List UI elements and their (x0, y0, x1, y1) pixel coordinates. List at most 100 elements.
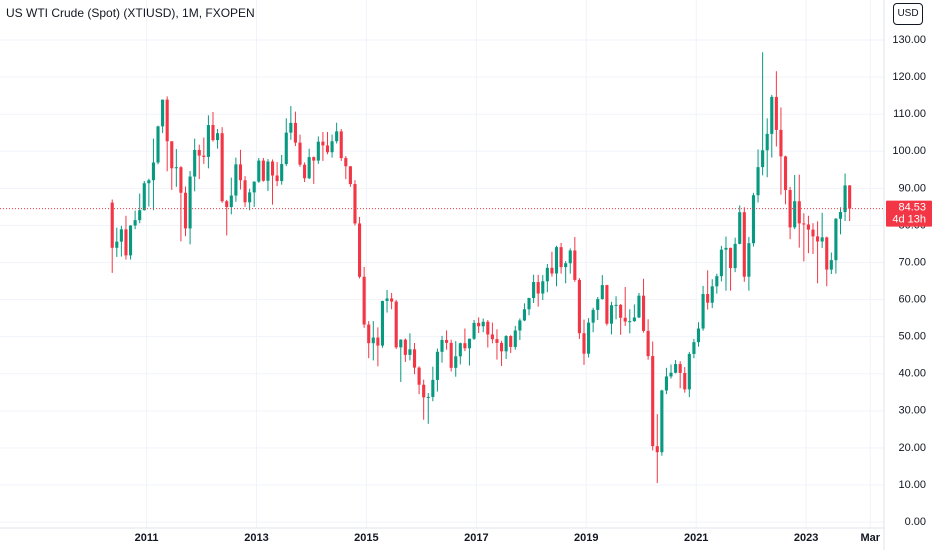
currency-button[interactable]: USD (893, 3, 923, 25)
candle-body (280, 164, 284, 182)
candle-body (188, 176, 192, 229)
candle-body (472, 322, 476, 339)
y-tick-label: 120.00 (892, 71, 926, 83)
candle-body (380, 300, 385, 346)
candle-body (738, 212, 742, 244)
candle-body (600, 285, 604, 300)
candle-body (541, 281, 545, 294)
candle-body (701, 294, 705, 329)
candle-body (431, 379, 435, 397)
candle-body (587, 322, 591, 354)
y-tick-label: 110.00 (893, 108, 926, 120)
candle-body (591, 309, 595, 323)
candle-body (371, 337, 375, 344)
candle-body (248, 192, 252, 203)
grid (0, 0, 884, 528)
chart-title: US WTI Crude (Spot) (XTIUSD), 1M, FXOPEN (6, 6, 255, 20)
candle-body (417, 367, 421, 385)
candle-body (339, 131, 343, 159)
candle-body (495, 339, 499, 343)
candle-body (742, 212, 746, 277)
candle-body (225, 201, 229, 208)
candle-body (834, 218, 838, 261)
candle-body (770, 96, 774, 134)
candle-body (637, 295, 641, 318)
candle-body (545, 267, 549, 282)
candle-body (596, 299, 600, 310)
x-tick-label: 2017 (464, 532, 488, 544)
candle-body (825, 237, 829, 270)
candle-body (536, 282, 540, 294)
candle-body (756, 167, 760, 196)
candle-body (449, 342, 453, 368)
candle-body (161, 99, 165, 127)
x-tick-label: 2019 (574, 532, 598, 544)
candle-body (440, 340, 444, 352)
candle-body (554, 247, 559, 274)
candle-body (128, 225, 133, 256)
candle-body (454, 356, 458, 368)
candle-body (357, 223, 362, 277)
candle-body (715, 276, 719, 287)
candle-body (490, 334, 494, 340)
candle-body (229, 195, 233, 208)
candle-body (243, 180, 247, 203)
candle-body (669, 372, 673, 377)
y-tick-label: 90.00 (898, 182, 926, 194)
candle-body (765, 133, 769, 151)
candle-body (270, 161, 275, 176)
candle-body (312, 157, 316, 161)
candle-body (119, 229, 123, 242)
candle-body (293, 122, 297, 143)
candle-body (477, 322, 481, 327)
candle-body (838, 211, 843, 219)
x-tick-label: 2015 (354, 532, 378, 544)
candle-body (408, 349, 412, 355)
candle-body (481, 321, 485, 327)
candle-body (660, 390, 664, 453)
candle-body (522, 309, 527, 321)
candle-body (664, 376, 668, 391)
candle-body (696, 328, 701, 343)
candle-body (486, 321, 490, 335)
candle-body (719, 249, 723, 277)
candle-body (330, 141, 334, 153)
y-tick-label: 130.00 (892, 34, 926, 46)
countdown-label: 4d 13h (892, 214, 926, 226)
candle-body (623, 317, 627, 322)
candle-body (412, 349, 417, 368)
candle-body (170, 141, 174, 169)
candle-body (513, 330, 517, 347)
candle-body (532, 282, 536, 299)
candle-body (655, 446, 659, 453)
candle-body (385, 298, 389, 301)
y-tick-label: 70.00 (898, 256, 926, 268)
candle-body (729, 247, 733, 269)
candle-body (335, 131, 339, 142)
candle-body (321, 141, 325, 146)
candle-body (257, 160, 261, 182)
candle-body (843, 185, 847, 212)
candle-body (614, 304, 618, 306)
x-tick-label: 2011 (135, 532, 159, 544)
candle-body (793, 201, 797, 228)
last-price-box (886, 200, 932, 227)
candle-body (284, 132, 288, 165)
candle-body (646, 330, 650, 357)
y-tick-label: 10.00 (898, 479, 926, 491)
candle-body (573, 250, 577, 280)
candle-body (156, 126, 160, 163)
candle-body (362, 276, 366, 325)
candle-body (348, 166, 352, 185)
y-tick-label: 50.00 (898, 331, 926, 343)
candle-body (289, 122, 293, 133)
candle-body (124, 229, 128, 256)
y-tick-label: 60.00 (898, 294, 926, 306)
candle-body (559, 247, 563, 268)
candle-body (197, 149, 201, 156)
candle-body (499, 342, 504, 352)
candle-body (307, 157, 311, 179)
